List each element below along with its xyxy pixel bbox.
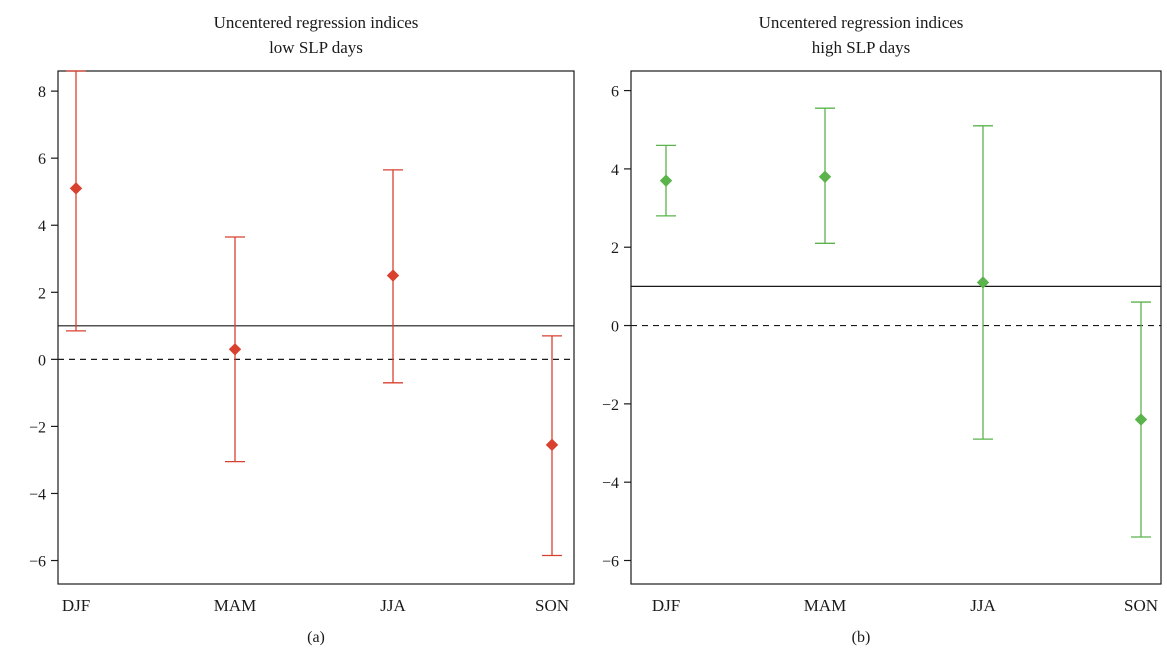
panel-b-point-marker [976,276,990,289]
panel-a-plot-frame [57,70,575,585]
panel-b-y-tick-label: 2 [611,240,619,257]
panel-b-y-tick-label: 0 [611,319,619,336]
panel-b-reference-lines [631,285,1161,327]
panel-b-label: (b) [852,629,871,646]
panel-b-x-tick-label: JJA [970,596,996,615]
panel-a-x-tick-label: DJF [62,596,90,615]
panel-a-label: (a) [307,629,325,646]
panel-b-error-bars [656,107,1151,538]
panel-a-y-tick-label: 2 [38,285,46,302]
panel-a-y-tick-label: 8 [38,84,46,101]
panel-b-point-marker [659,174,673,187]
panel-a-reference-lines [58,325,574,360]
panel-a-x-tick-label: MAM [214,596,257,615]
panel-b-x-tick-label: MAM [804,596,847,615]
panel-a-y-tick-label: 6 [38,151,46,168]
panel-a-point-marker [69,182,83,195]
panel-a-y-tick-label: 4 [38,218,46,235]
panel-b-title: Uncentered regression indices [759,13,964,32]
panel-b-x-tick-label: DJF [652,596,680,615]
panel-b-y-tick-label: −2 [602,397,619,414]
panel-a-y-tick-label: −4 [29,486,46,503]
panel-high-slp: Uncentered regression indices high SLP d… [602,13,1162,646]
panel-a-y-tick-label: 0 [38,352,46,369]
panel-a-point-marker [228,343,242,356]
panel-b-y-tick-label: 6 [611,84,619,101]
panel-b-y-axis: −6 −4 −2 0 2 4 6 [602,84,631,571]
panel-b-x-axis: DJF MAM JJA SON [652,596,1158,615]
panel-a-error-bars [66,70,562,557]
panel-a-subtitle: low SLP days [269,38,363,57]
panel-a-x-tick-label: SON [535,596,569,615]
panel-low-slp: Uncentered regression indices low SLP da… [29,13,575,646]
panel-a-x-tick-label: JJA [380,596,406,615]
panel-b-y-tick-label: −4 [602,475,619,492]
panel-a-y-tick-label: −6 [29,554,46,571]
panel-a-x-axis: DJF MAM JJA SON [62,596,569,615]
panel-b-subtitle: high SLP days [812,38,911,57]
panel-a-point-marker [386,269,400,282]
panel-b-y-tick-label: −6 [602,554,619,571]
panel-b-plot-frame [630,70,1162,585]
panel-a-title: Uncentered regression indices [214,13,419,32]
panel-a-y-tick-label: −2 [29,419,46,436]
panel-b-y-tick-label: 4 [611,162,619,179]
panel-b-x-tick-label: SON [1124,596,1158,615]
panel-b-point-marker [818,170,832,183]
panel-b-point-marker [1134,413,1148,426]
panel-a-y-axis: −6 −4 −2 0 2 4 6 8 [29,84,58,571]
panel-a-point-marker [545,438,559,452]
